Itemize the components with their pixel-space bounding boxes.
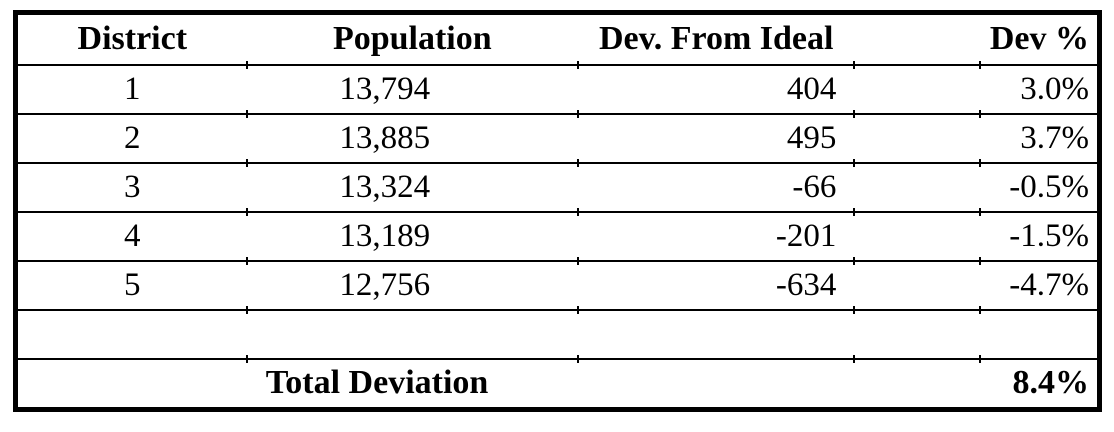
cell-population: 13,189 <box>245 211 579 264</box>
cell-dev-pct: -4.7% <box>978 260 1100 313</box>
cell-population: 13,324 <box>245 162 579 215</box>
cell-dev-pct: 3.7% <box>978 113 1100 166</box>
cell-dev-from-ideal: -634 <box>577 260 855 313</box>
cell-dev-from-ideal: 404 <box>577 64 855 117</box>
table-row-district-1: 1 13,794 404 3.0% <box>15 64 1100 117</box>
cell-district: 3 <box>15 162 247 213</box>
cell-population: 12,756 <box>245 260 579 313</box>
cell-dev-from-ideal: -66 <box>577 162 855 215</box>
empty-cell <box>853 309 980 362</box>
cell-population: 13,885 <box>245 113 579 166</box>
spacer-cell <box>853 64 980 117</box>
table-row-district-5: 5 12,756 -634 -4.7% <box>15 260 1100 313</box>
empty-cell <box>15 309 247 360</box>
empty-cell <box>245 309 579 362</box>
empty-cell <box>854 359 980 410</box>
spacer-cell <box>853 162 980 215</box>
cell-population: 13,794 <box>245 64 579 117</box>
total-deviation-row: Total Deviation 8.4% <box>16 359 1100 410</box>
cell-district: 1 <box>15 64 247 115</box>
empty-cell <box>578 359 854 410</box>
column-header-population: Population <box>245 12 579 66</box>
empty-row <box>15 309 1100 362</box>
district-deviation-table: District Population Dev. From Ideal Dev … <box>13 10 1102 412</box>
empty-cell <box>577 309 855 362</box>
cell-dev-pct: 3.0% <box>978 64 1100 117</box>
cell-district: 2 <box>15 113 247 164</box>
cell-dev-from-ideal: 495 <box>577 113 855 166</box>
table-row-district-3: 3 13,324 -66 -0.5% <box>15 162 1100 215</box>
spacer-cell <box>853 211 980 264</box>
spacer-cell <box>853 113 980 166</box>
cell-dev-from-ideal: -201 <box>577 211 855 264</box>
cell-dev-pct: -1.5% <box>978 211 1100 264</box>
spacer-column-header <box>853 12 980 66</box>
column-header-dev-from-ideal: Dev. From Ideal <box>577 12 855 66</box>
spacer-cell <box>853 260 980 313</box>
total-deviation-label: Total Deviation <box>265 364 489 402</box>
total-deviation-value: 8.4% <box>1012 364 1090 402</box>
table-row-district-2: 2 13,885 495 3.7% <box>15 113 1100 166</box>
cell-district: 4 <box>15 211 247 262</box>
empty-cell <box>978 309 1100 362</box>
column-header-dev-pct: Dev % <box>978 12 1100 66</box>
cell-district: 5 <box>15 260 247 311</box>
table-row-district-4: 4 13,189 -201 -1.5% <box>15 211 1100 264</box>
cell-dev-pct: -0.5% <box>978 162 1100 215</box>
table-header-row: District Population Dev. From Ideal Dev … <box>15 12 1100 66</box>
column-header-district: District <box>15 12 247 66</box>
